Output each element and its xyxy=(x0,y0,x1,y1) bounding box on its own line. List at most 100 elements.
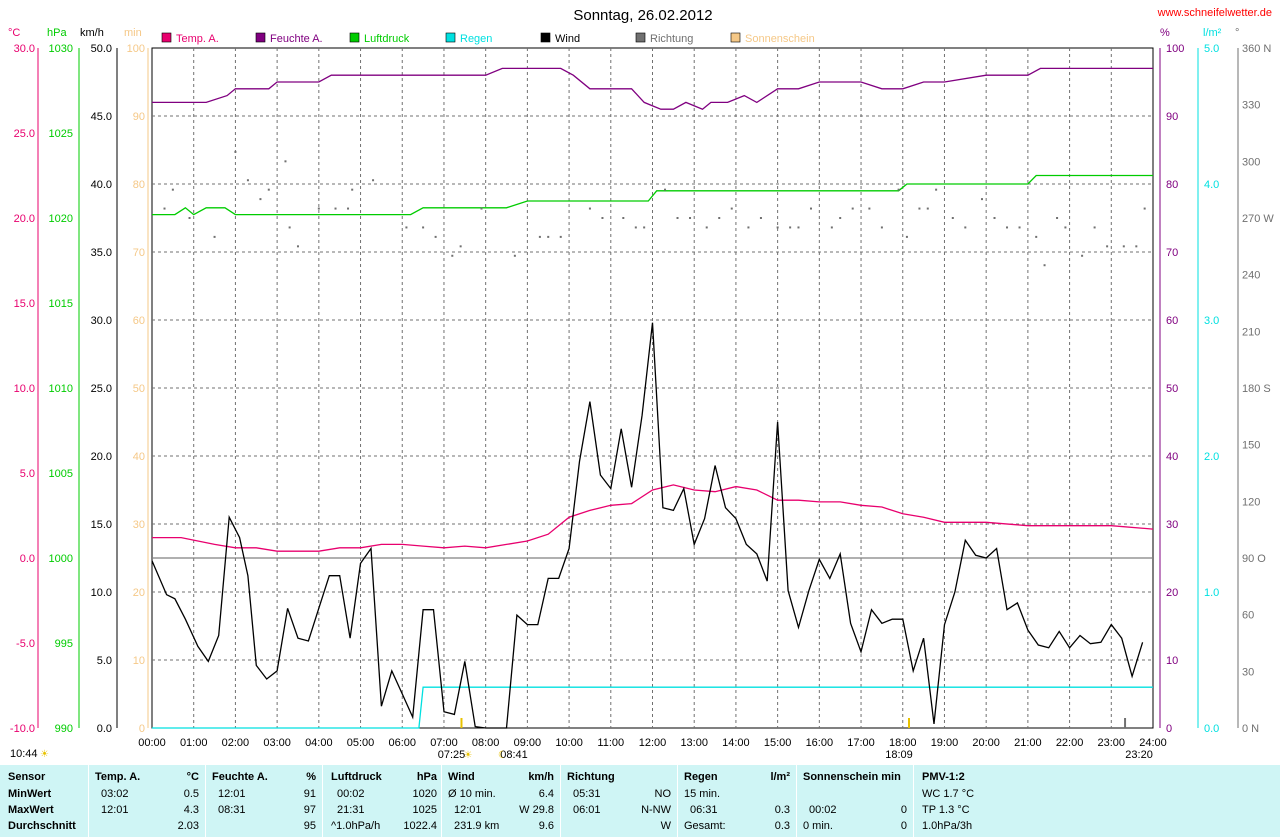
legend-swatch xyxy=(635,32,646,43)
direction-point xyxy=(676,217,679,219)
time-tick-label: 08:00 xyxy=(472,737,500,749)
direction-tick-label: 300 xyxy=(1242,156,1260,168)
direction-point xyxy=(1056,217,1059,219)
direction-point xyxy=(372,179,375,182)
clock-time: 10:44 xyxy=(10,748,38,760)
temp-tick-label: 25.0 xyxy=(14,128,35,140)
direction-point xyxy=(643,226,646,229)
axis-unit-label: °C xyxy=(8,27,20,39)
time-tick-label: 07:00 xyxy=(430,737,458,749)
moonrise-time: 08:41 xyxy=(500,749,528,761)
time-tick-label: 15:00 xyxy=(764,737,792,749)
sunshine-tick-label: 10 xyxy=(133,655,145,667)
direction-point xyxy=(809,207,812,210)
direction-point xyxy=(897,188,900,191)
sunshine-tick-label: 0 xyxy=(139,723,145,735)
direction-point xyxy=(776,226,779,229)
direction-point xyxy=(1064,226,1067,229)
direction-point xyxy=(1106,245,1109,248)
direction-point xyxy=(634,226,637,229)
moon-icon: ☾ xyxy=(498,750,507,761)
stats-wind-unit: km/h xyxy=(528,771,554,783)
direction-point xyxy=(188,217,191,219)
time-tick-label: 09:00 xyxy=(514,737,542,749)
axis-unit-label: km/h xyxy=(80,27,104,39)
pressure-tick-label: 1000 xyxy=(49,553,73,565)
temp-tick-label: -10.0 xyxy=(10,723,35,735)
stats-wind-avg-value: 9.6 xyxy=(538,820,554,832)
stats-sensor-col: Sensor MinWert MaxWert Durchschnitt xyxy=(0,765,88,837)
humidity-tick-label: 30 xyxy=(1166,519,1178,531)
temp-tick-label: 30.0 xyxy=(14,43,35,55)
stats-sun-max-value: 0 xyxy=(900,804,907,816)
direction-point xyxy=(601,217,604,219)
stats-dir-max-time: 06:01 xyxy=(573,804,601,816)
legend-label: Wind xyxy=(555,33,580,45)
direction-point xyxy=(288,226,291,229)
wind-tick-label: 15.0 xyxy=(91,519,112,531)
stats-sun-total-label: 0 min. xyxy=(803,820,833,832)
hum-series-line xyxy=(152,67,1153,110)
stats-rain-max-value: 0.3 xyxy=(774,804,790,816)
pressure-tick-label: 1020 xyxy=(49,213,73,225)
direction-point xyxy=(689,217,692,219)
humidity-tick-label: 50 xyxy=(1166,383,1178,395)
direction-point xyxy=(1093,226,1096,229)
direction-tick-label: 330 xyxy=(1242,100,1260,112)
stats-temp-col: Temp. A. °C 03:02 0.5 12:01 4.3 2.03 xyxy=(88,765,205,837)
wind-tick-label: 25.0 xyxy=(91,383,112,395)
pressure-tick-label: 1005 xyxy=(49,468,73,480)
sunshine-tick-label: 70 xyxy=(133,247,145,259)
direction-point xyxy=(513,254,516,257)
wind-tick-label: 5.0 xyxy=(97,655,112,667)
pressure-tick-label: 990 xyxy=(55,723,73,735)
time-tick-label: 06:00 xyxy=(388,737,416,749)
stats-pmv-pressure-trend: 1.0hPa/3h xyxy=(922,820,973,832)
direction-point xyxy=(730,207,733,210)
direction-point xyxy=(839,217,842,219)
stats-rain-header: Regen xyxy=(684,771,718,783)
direction-point xyxy=(588,207,591,210)
temp-tick-label: 0.0 xyxy=(20,553,35,565)
pressure-tick-label: 1025 xyxy=(49,128,73,140)
stats-pmv-col: PMV-1:2 WC 1.7 °C TP 1.3 °C 1.0hPa/3h xyxy=(913,765,1034,837)
stats-dir-min-time: 05:31 xyxy=(573,788,601,800)
stats-temp-avg-value: 2.03 xyxy=(177,820,199,832)
direction-point xyxy=(935,188,938,191)
direction-point xyxy=(705,226,708,229)
direction-point xyxy=(1043,264,1046,267)
sunshine-tick-label: 30 xyxy=(133,519,145,531)
stats-dir-min-value: NO xyxy=(654,788,672,800)
stats-sun-total-value: 0 xyxy=(900,820,907,832)
humidity-tick-label: 20 xyxy=(1166,587,1178,599)
weather-chart: 30.025.020.015.010.05.00.0-5.0-10.010301… xyxy=(8,7,1274,761)
direction-point xyxy=(480,207,483,210)
direction-point xyxy=(234,150,237,153)
axis-unit-label: % xyxy=(1160,27,1170,39)
direction-point xyxy=(171,188,174,191)
wind-tick-label: 0.0 xyxy=(97,723,112,735)
time-tick-label: 21:00 xyxy=(1014,737,1042,749)
humidity-tick-label: 60 xyxy=(1166,315,1178,327)
stats-wind-max-value: W 29.8 xyxy=(519,804,554,816)
time-tick-label: 24:00 xyxy=(1139,737,1167,749)
press-series-line xyxy=(152,174,1153,216)
direction-point xyxy=(868,207,871,210)
direction-point xyxy=(622,217,625,219)
humidity-tick-label: 70 xyxy=(1166,247,1178,259)
direction-point xyxy=(993,217,996,219)
direction-point xyxy=(1135,245,1138,248)
rain-tick-label: 1.0 xyxy=(1204,587,1219,599)
wind-tick-label: 45.0 xyxy=(91,111,112,123)
direction-point xyxy=(459,245,462,248)
axis-unit-label: hPa xyxy=(47,27,67,39)
direction-point xyxy=(547,235,550,238)
direction-tick-label: 210 xyxy=(1242,326,1260,338)
stats-wind-header: Wind xyxy=(448,771,475,783)
direction-point xyxy=(259,198,262,201)
direction-point xyxy=(918,207,921,210)
stats-dir-avg-value: W xyxy=(660,820,671,832)
direction-point xyxy=(747,226,750,229)
temp-series-line xyxy=(152,484,1154,552)
